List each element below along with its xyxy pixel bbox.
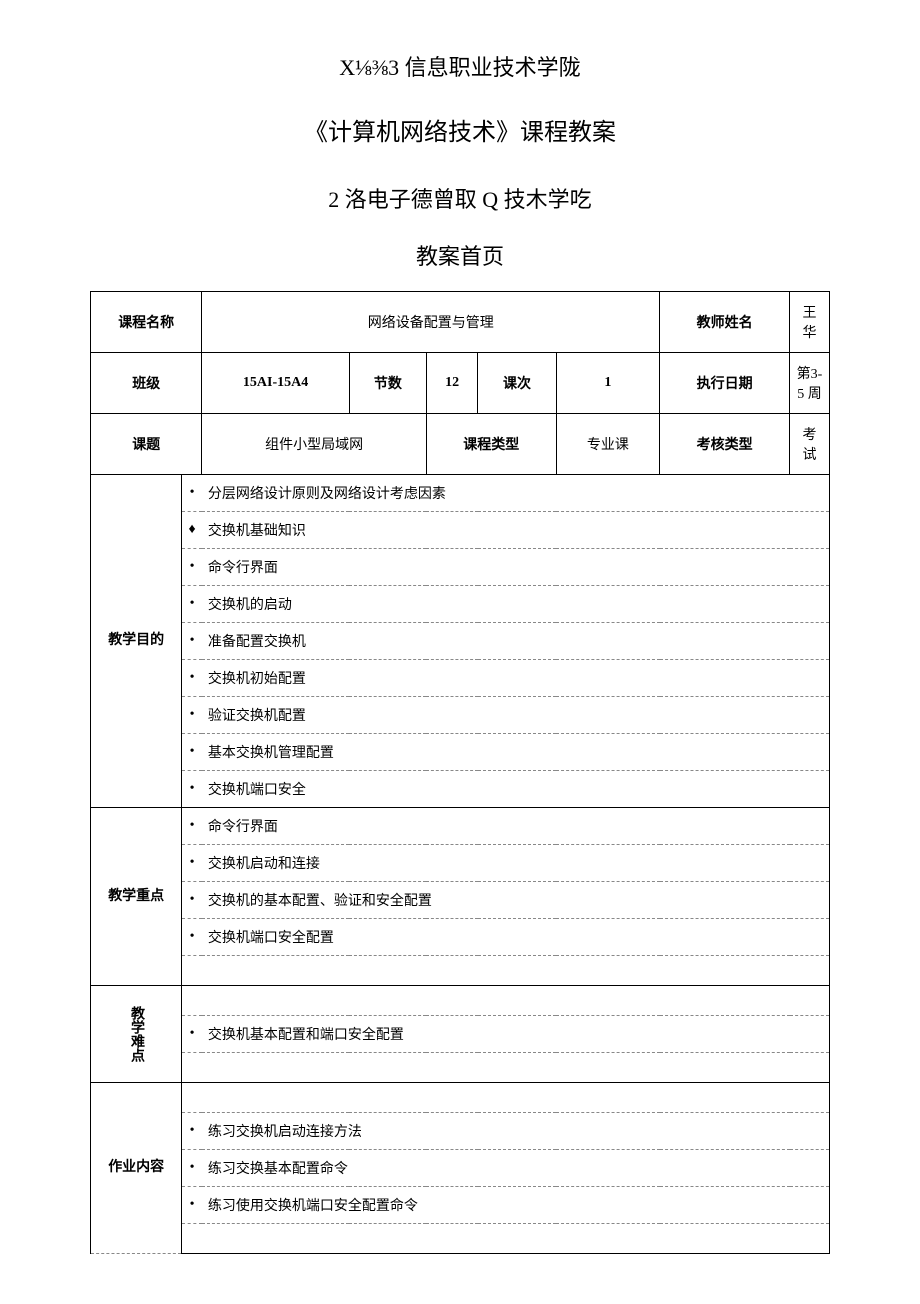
table-row: 教学难点	[91, 986, 830, 1016]
table-row: 班级 15AI-15A4 节数 12 课次 1 执行日期 第3-5 周	[91, 353, 830, 414]
course-type-value: 专业课	[556, 414, 659, 475]
exec-date-value: 第3-5 周	[790, 353, 830, 414]
table-row: 课程名称 网络设备配置与管理 教师姓名 王华	[91, 292, 830, 353]
difficulty-item	[202, 986, 830, 1016]
keypoint-item: 交换机启动和连接	[202, 845, 830, 882]
bullet-icon: •	[182, 808, 202, 845]
teacher-label: 教师姓名	[660, 292, 790, 353]
table-row: • 准备配置交换机	[91, 623, 830, 660]
objective-item: 验证交换机配置	[202, 697, 830, 734]
bullet-icon: •	[182, 586, 202, 623]
heading-line3: 2 洛电子德曾取 Q 技木学吃	[90, 182, 830, 214]
objective-item: 基本交换机管理配置	[202, 734, 830, 771]
bullet-icon: •	[182, 549, 202, 586]
bullet-icon: •	[182, 845, 202, 882]
homework-label: 作业内容	[91, 1083, 182, 1254]
table-row	[91, 1224, 830, 1254]
bullet-icon: •	[182, 1150, 202, 1187]
keypoint-item: 交换机的基本配置、验证和安全配置	[202, 882, 830, 919]
table-row: • 验证交换机配置	[91, 697, 830, 734]
table-row: ♦ 交换机基础知识	[91, 512, 830, 549]
class-label: 班级	[91, 353, 202, 414]
table-row: • 交换机的启动	[91, 586, 830, 623]
keypoint-item: 命令行界面	[202, 808, 830, 845]
table-row: • 交换机的基本配置、验证和安全配置	[91, 882, 830, 919]
homework-item	[202, 1083, 830, 1113]
keypoint-item	[202, 956, 830, 986]
objective-item: 交换机初始配置	[202, 660, 830, 697]
bullet-icon: •	[182, 660, 202, 697]
table-row: 课题 组件小型局域网 课程类型 专业课 考核类型 考试	[91, 414, 830, 475]
table-row: • 命令行界面	[91, 549, 830, 586]
keypoint-item: 交换机端口安全配置	[202, 919, 830, 956]
table-row: • 交换机启动和连接	[91, 845, 830, 882]
table-row: • 交换机基本配置和端口安全配置	[91, 1016, 830, 1053]
table-row	[91, 956, 830, 986]
topic-value: 组件小型局域网	[202, 414, 427, 475]
course-type-label: 课程类型	[426, 414, 556, 475]
bullet-icon: •	[182, 623, 202, 660]
heading-line4: 教案首页	[90, 239, 830, 271]
bullet-icon: ♦	[182, 512, 202, 549]
table-row	[91, 1053, 830, 1083]
homework-item	[202, 1224, 830, 1254]
bullet-icon: •	[182, 882, 202, 919]
table-row: 教学重点 • 命令行界面	[91, 808, 830, 845]
teacher-value: 王华	[790, 292, 830, 353]
exec-date-label: 执行日期	[660, 353, 790, 414]
objective-item: 交换机基础知识	[202, 512, 830, 549]
table-row: • 练习交换机启动连接方法	[91, 1113, 830, 1150]
table-row: 作业内容	[91, 1083, 830, 1113]
bullet-icon: •	[182, 475, 202, 512]
bullet-icon	[182, 1224, 202, 1254]
objective-item: 交换机的启动	[202, 586, 830, 623]
assess-type-label: 考核类型	[660, 414, 790, 475]
bullet-icon: •	[182, 1016, 202, 1053]
bullet-icon	[182, 1083, 202, 1113]
sections-value: 12	[426, 353, 478, 414]
table-row: • 练习使用交换机端口安全配置命令	[91, 1187, 830, 1224]
difficulty-item: 交换机基本配置和端口安全配置	[202, 1016, 830, 1053]
course-name-label: 课程名称	[91, 292, 202, 353]
bullet-icon: •	[182, 1113, 202, 1150]
lesson-plan-table: 课程名称 网络设备配置与管理 教师姓名 王华 班级 15AI-15A4 节数 1…	[90, 291, 830, 1254]
table-row: • 练习交换基本配置命令	[91, 1150, 830, 1187]
table-row: 教学目的 • 分层网络设计原则及网络设计考虑因素	[91, 475, 830, 512]
objective-item: 分层网络设计原则及网络设计考虑因素	[202, 475, 830, 512]
homework-item: 练习交换基本配置命令	[202, 1150, 830, 1187]
objective-item: 准备配置交换机	[202, 623, 830, 660]
table-row: • 交换机端口安全	[91, 771, 830, 808]
bullet-icon: •	[182, 919, 202, 956]
difficulties-label: 教学难点	[91, 986, 182, 1083]
bullet-icon: •	[182, 734, 202, 771]
assess-type-value: 考试	[790, 414, 830, 475]
bullet-icon: •	[182, 771, 202, 808]
bullet-icon	[182, 1053, 202, 1083]
session-value: 1	[556, 353, 659, 414]
sections-label: 节数	[349, 353, 426, 414]
bullet-icon	[182, 956, 202, 986]
objectives-label: 教学目的	[91, 475, 182, 808]
course-name-value: 网络设备配置与管理	[202, 292, 660, 353]
bullet-icon: •	[182, 1187, 202, 1224]
session-label: 课次	[478, 353, 556, 414]
class-value: 15AI-15A4	[202, 353, 349, 414]
heading-line1: X⅛⅜3 信息职业技术学陇	[90, 50, 830, 82]
table-row: • 交换机初始配置	[91, 660, 830, 697]
keypoints-label: 教学重点	[91, 808, 182, 986]
homework-item: 练习交换机启动连接方法	[202, 1113, 830, 1150]
table-row: • 交换机端口安全配置	[91, 919, 830, 956]
objective-item: 命令行界面	[202, 549, 830, 586]
topic-label: 课题	[91, 414, 202, 475]
heading-line2: 《计算机网络技术》课程教案	[90, 112, 830, 147]
objective-item: 交换机端口安全	[202, 771, 830, 808]
difficulty-item	[202, 1053, 830, 1083]
homework-item: 练习使用交换机端口安全配置命令	[202, 1187, 830, 1224]
table-row: • 基本交换机管理配置	[91, 734, 830, 771]
bullet-icon	[182, 986, 202, 1016]
bullet-icon: •	[182, 697, 202, 734]
